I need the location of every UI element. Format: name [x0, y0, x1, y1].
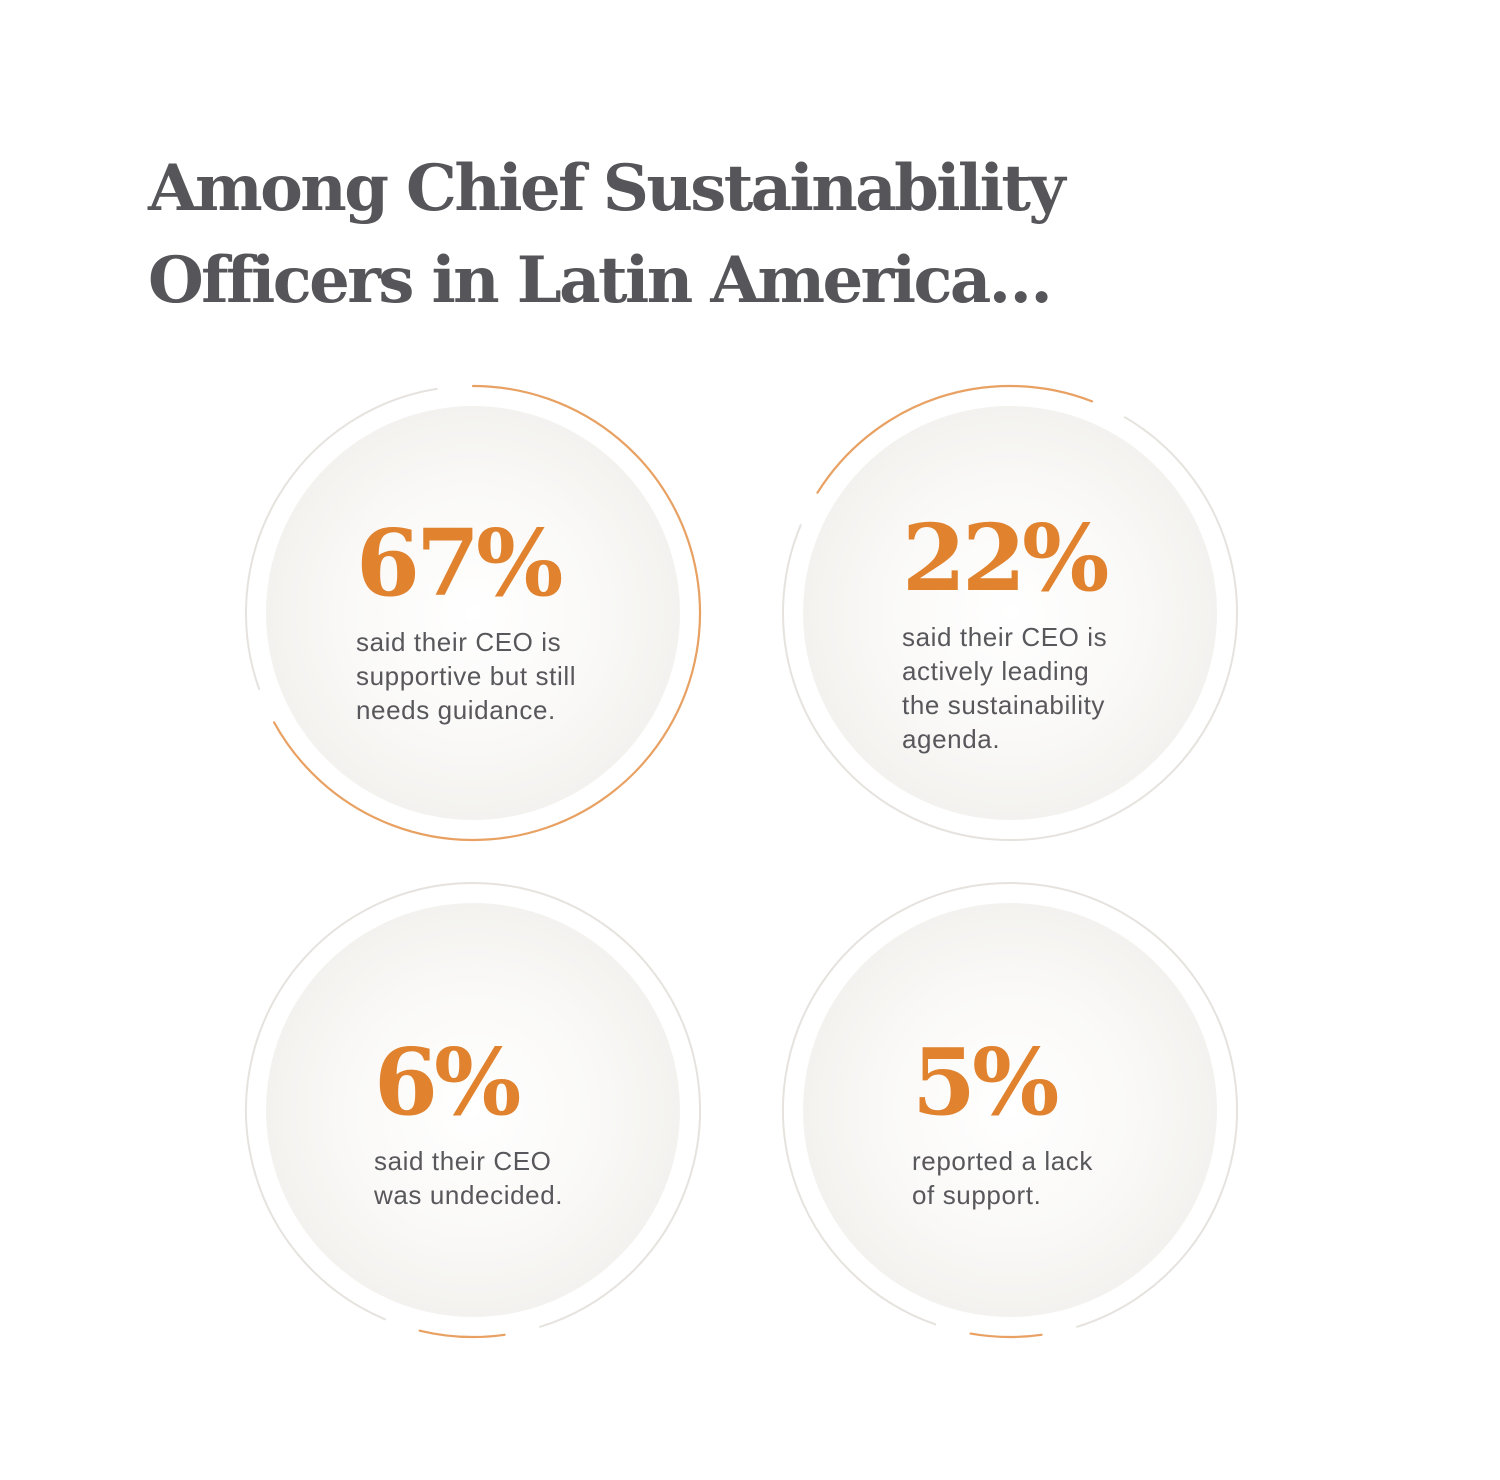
- stat-desc-line: agenda.: [902, 724, 1001, 754]
- stat-disc-5: [803, 903, 1217, 1317]
- stat-description-22: said their CEO is actively leading the s…: [902, 620, 1107, 756]
- stat-desc-line: said their CEO is: [902, 622, 1108, 652]
- stat-value-22: 22%: [902, 504, 1109, 612]
- stat-value-arc-5: [969, 1332, 1043, 1339]
- stat-description-67: said their CEO is supportive but still n…: [356, 625, 576, 727]
- stat-description-6: said their CEO was undecided.: [374, 1144, 563, 1212]
- stat-desc-line: reported a lack: [912, 1146, 1093, 1176]
- stat-22: 22% said their CEO is actively leading t…: [902, 504, 1109, 756]
- stat-value-5: 5%: [912, 1028, 1059, 1136]
- stat-desc-line: of support.: [912, 1180, 1042, 1210]
- stat-track-arc-22: [782, 415, 1238, 841]
- stat-desc-line: the sustainability: [902, 690, 1106, 720]
- stat-description-5: reported a lack of support.: [912, 1144, 1093, 1212]
- stat-desc-line: was undecided.: [374, 1180, 564, 1210]
- stat-disc-22: [803, 406, 1217, 820]
- stat-ring-group-67: [245, 384, 702, 842]
- stat-ring-group-5: [782, 882, 1238, 1339]
- stat-desc-line: said their CEO is: [356, 627, 562, 657]
- stat-disc-67: [266, 406, 680, 820]
- stat-ring-group-22: [782, 384, 1238, 841]
- stat-track-arc-5: [782, 882, 1238, 1329]
- stat-desc-line: needs guidance.: [356, 695, 556, 725]
- stat-value-arc-67: [272, 384, 702, 842]
- stat-value-arc-22: [816, 384, 1094, 494]
- stat-value-6: 6%: [374, 1028, 521, 1136]
- stat-track-arc-67: [245, 387, 438, 691]
- title-line-1: Among Chief Sustainability: [148, 151, 1066, 226]
- stat-desc-line: supportive but still: [356, 661, 577, 691]
- stat-ring-group-6: [245, 882, 701, 1339]
- stat-track-arc-6: [245, 882, 701, 1329]
- stat-67: 67% said their CEO is supportive but sti…: [356, 515, 576, 727]
- page-title: Among Chief Sustainability Officers in L…: [148, 143, 1248, 327]
- stat-5: 5% reported a lack of support.: [912, 1034, 1093, 1212]
- title-line-2: Officers in Latin America…: [148, 243, 1053, 318]
- stat-desc-line: actively leading: [902, 656, 1090, 686]
- stat-disc-6: [266, 903, 680, 1317]
- stat-value-67: 67%: [356, 509, 563, 617]
- stat-desc-line: said their CEO: [374, 1146, 552, 1176]
- stat-value-arc-6: [418, 1329, 506, 1339]
- stat-6: 6% said their CEO was undecided.: [374, 1034, 563, 1212]
